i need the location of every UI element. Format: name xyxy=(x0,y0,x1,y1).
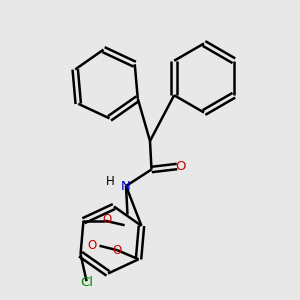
Text: H: H xyxy=(106,175,115,188)
Text: Cl: Cl xyxy=(80,276,93,289)
Text: N: N xyxy=(121,179,131,193)
Text: O: O xyxy=(112,244,122,257)
Text: O: O xyxy=(102,213,111,226)
Text: O: O xyxy=(87,239,97,252)
Text: O: O xyxy=(175,160,186,173)
